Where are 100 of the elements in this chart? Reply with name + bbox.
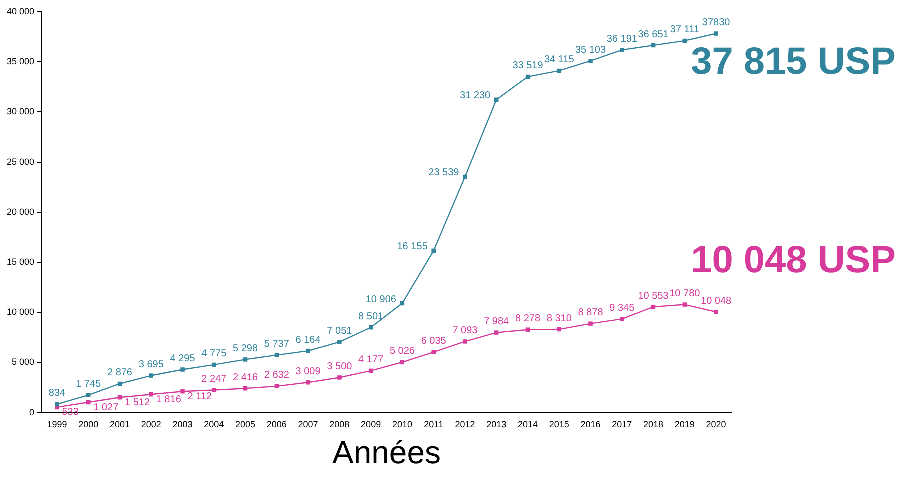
- point: [212, 388, 216, 392]
- data-label: 5 298: [233, 343, 258, 354]
- data-label: 4 177: [358, 354, 384, 366]
- y-tick-label: 0: [30, 407, 35, 418]
- y-tick-label: 25 000: [6, 156, 35, 167]
- data-label: 37 111: [670, 24, 700, 36]
- data-label: 23 539: [428, 168, 460, 179]
- point: [149, 374, 154, 378]
- x-tick-label: 2020: [706, 420, 726, 430]
- data-label: 6 164: [296, 334, 322, 346]
- data-label: 31 230: [460, 90, 492, 102]
- data-label: 37830: [702, 17, 731, 28]
- x-tick-label: 2013: [486, 420, 507, 430]
- y-tick-label: 10 000: [6, 307, 35, 318]
- x-tick-label: 2001: [110, 420, 130, 430]
- point: [682, 302, 688, 307]
- data-label: 2 632: [264, 370, 290, 382]
- point: [306, 380, 310, 385]
- x-tick-label: 2011: [424, 420, 444, 430]
- data-label: 34 115: [544, 54, 575, 66]
- point: [55, 402, 60, 407]
- data-label: 33 519: [512, 60, 544, 72]
- data-label: 2 416: [233, 372, 258, 384]
- data-label: 10 553: [638, 290, 670, 302]
- point: [494, 330, 499, 335]
- y-tick-label: 20 000: [6, 206, 35, 217]
- point: [180, 368, 185, 372]
- data-label: 8 310: [546, 313, 572, 324]
- x-tick-label: 2008: [330, 420, 350, 430]
- x-tick-label: 2007: [298, 420, 318, 430]
- x-tick-label: 2003: [172, 420, 193, 430]
- x-axis-title: Années: [332, 434, 442, 471]
- point: [620, 317, 624, 322]
- data-label: 2 112: [188, 391, 212, 402]
- x-tick-label: 2016: [580, 420, 601, 430]
- data-label: 7 051: [327, 326, 353, 337]
- data-label: 10 906: [366, 294, 397, 306]
- data-label: 4 775: [202, 348, 228, 360]
- point: [714, 32, 718, 36]
- x-tick-label: 2006: [266, 420, 287, 430]
- series-label: 37 815 USP: [691, 41, 896, 84]
- point: [588, 58, 593, 64]
- data-label: 3 009: [296, 366, 322, 378]
- data-label: 2 247: [202, 374, 228, 386]
- y-tick-label: 35 000: [6, 56, 35, 67]
- point: [432, 248, 436, 254]
- point: [274, 353, 280, 358]
- point: [526, 328, 530, 332]
- data-label: 1 512: [124, 397, 150, 408]
- data-label: 8 278: [515, 314, 541, 325]
- data-label: 8 501: [358, 311, 384, 322]
- x-tick-label: 2005: [236, 420, 256, 430]
- data-label: 36 651: [638, 29, 670, 40]
- x-tick-label: 1999: [47, 420, 68, 430]
- data-label: 3 500: [327, 361, 353, 372]
- x-tick-label: 2015: [549, 420, 570, 430]
- x-tick-label: 2002: [141, 420, 162, 430]
- data-label: 5 737: [264, 339, 290, 350]
- data-label: 1 027: [94, 402, 120, 414]
- point: [180, 390, 185, 394]
- data-label: 16 155: [397, 242, 428, 253]
- y-tick-label: 15 000: [6, 256, 35, 267]
- point: [463, 340, 468, 344]
- data-label: 10 780: [670, 288, 701, 300]
- data-label: 1 745: [76, 379, 102, 390]
- x-tick-label: 2018: [644, 420, 664, 430]
- point: [243, 358, 248, 362]
- data-label: 7 093: [452, 325, 478, 336]
- data-label: 834: [48, 388, 66, 400]
- data-label: 9 345: [610, 302, 636, 314]
- x-tick-label: 2019: [674, 420, 695, 430]
- data-label: 36 191: [606, 34, 638, 45]
- point: [714, 310, 718, 314]
- data-label: 1 816: [156, 394, 182, 406]
- x-tick-label: 2009: [361, 420, 382, 430]
- x-tick-label: 2000: [78, 420, 99, 430]
- data-label: 4 295: [170, 354, 196, 365]
- point: [338, 340, 342, 344]
- data-label: 6 035: [421, 336, 447, 348]
- x-tick-label: 2017: [612, 420, 632, 430]
- series-label: 10 048 USP: [691, 240, 896, 282]
- x-tick-label: 2014: [518, 420, 538, 430]
- point: [620, 48, 624, 52]
- data-label: 35 103: [575, 44, 606, 56]
- point: [588, 322, 593, 326]
- data-label: 8 878: [578, 308, 604, 319]
- data-label: 3 695: [138, 360, 164, 371]
- y-tick-label: 5 000: [12, 357, 35, 368]
- data-label: 7 984: [484, 316, 510, 328]
- point: [306, 348, 310, 354]
- point: [338, 376, 342, 380]
- point: [118, 396, 122, 400]
- point: [432, 350, 436, 354]
- x-tick-label: 2012: [455, 420, 476, 430]
- x-tick-label: 2004: [204, 420, 224, 430]
- data-label: 10 048: [701, 296, 732, 307]
- x-tick-label: 2010: [392, 420, 412, 430]
- y-tick-label: 30 000: [6, 106, 35, 117]
- data-label: 5 026: [390, 346, 416, 358]
- data-label: 2 876: [107, 368, 133, 379]
